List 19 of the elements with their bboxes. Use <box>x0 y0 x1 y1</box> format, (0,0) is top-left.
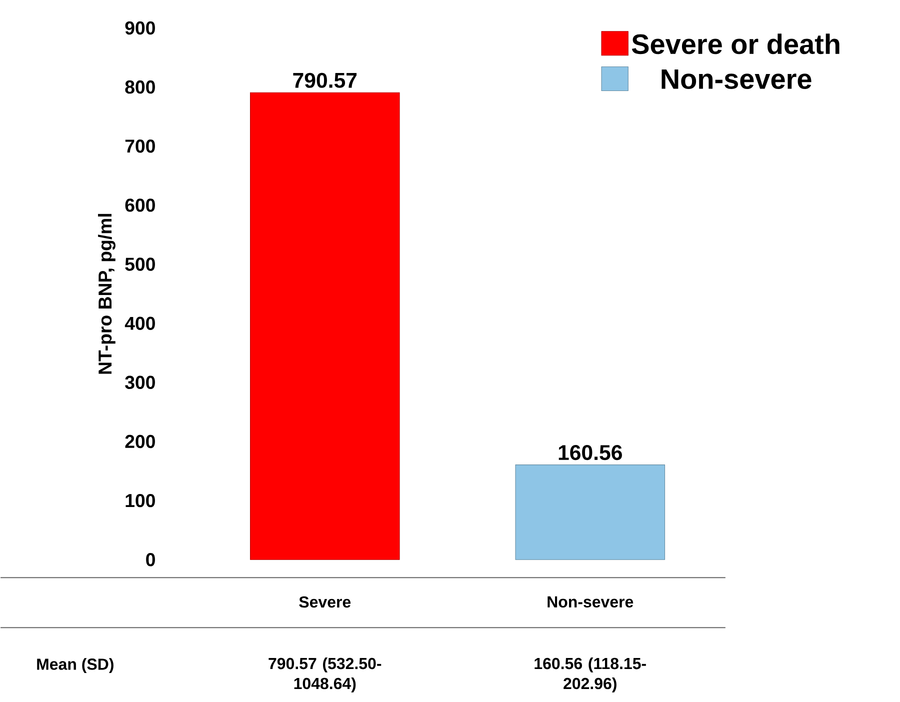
y-tick-label: 800 <box>125 80 155 94</box>
y-tick-label: 300 <box>125 376 155 390</box>
data-label: 790.57 <box>293 73 357 88</box>
text: Mean (SD) <box>37 658 114 674</box>
y-tick-label: 700 <box>125 140 155 153</box>
y-tick-label: 600 <box>125 198 155 212</box>
text: 160.56 (118.15-202.96) <box>534 658 646 693</box>
y-tick-label: 400 <box>124 316 155 330</box>
y-tick-label: 100 <box>126 494 155 508</box>
y-tick-label: 500 <box>125 258 155 272</box>
legend-label: Non-severe <box>662 70 812 90</box>
y-axis-title: NT-pro BNP, pg/ml <box>98 214 116 374</box>
data-label: 160.56 <box>558 445 622 460</box>
x-tick-label: Severe <box>299 596 351 608</box>
y-tick-label: 200 <box>125 435 155 448</box>
legend-label: Severe or death <box>632 34 840 54</box>
text: 790.57 (532.50-1048.64) <box>268 658 382 693</box>
y-tick-label: 0 <box>146 553 155 566</box>
y-tick-label: 900 <box>125 22 155 35</box>
